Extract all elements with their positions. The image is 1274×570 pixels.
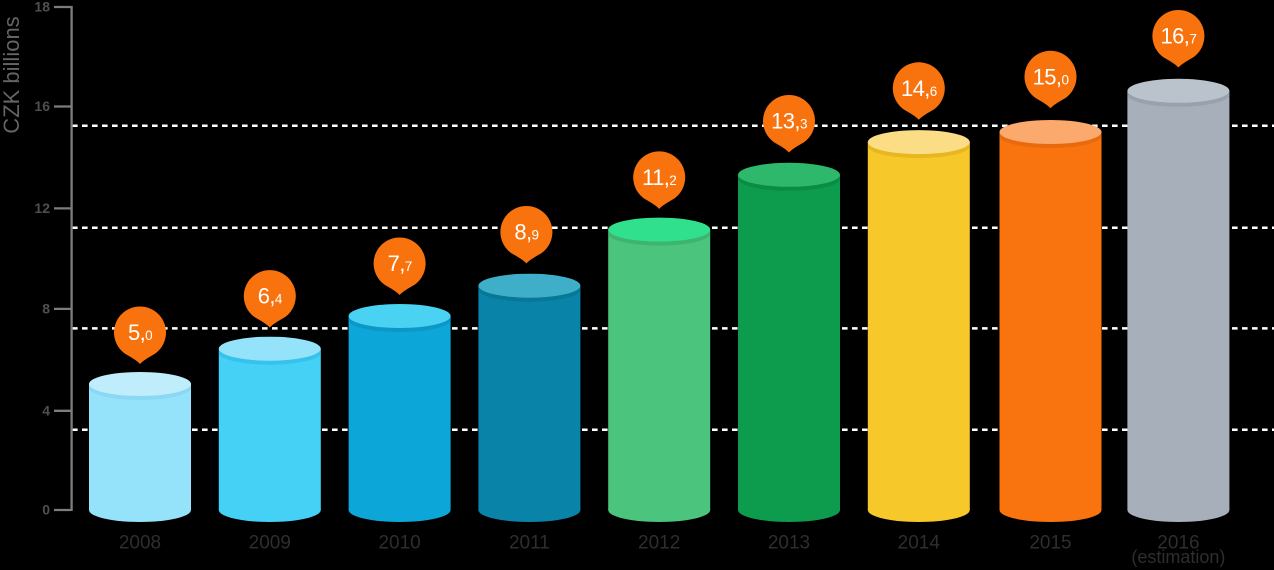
svg-text:2013: 2013 bbox=[768, 533, 810, 554]
svg-text:11,2: 11,2 bbox=[642, 165, 676, 190]
svg-text:(estimation): (estimation) bbox=[1131, 547, 1225, 567]
svg-text:2010: 2010 bbox=[378, 533, 420, 554]
svg-text:18: 18 bbox=[34, 0, 50, 15]
svg-text:16: 16 bbox=[34, 98, 50, 114]
svg-text:2009: 2009 bbox=[249, 533, 291, 554]
svg-text:16,7: 16,7 bbox=[1161, 24, 1197, 49]
svg-text:2011: 2011 bbox=[509, 533, 550, 554]
svg-text:7,7: 7,7 bbox=[388, 251, 412, 276]
svg-text:0: 0 bbox=[42, 502, 50, 518]
svg-text:8,9: 8,9 bbox=[514, 220, 538, 245]
svg-text:15,0: 15,0 bbox=[1033, 64, 1069, 89]
svg-text:13,3: 13,3 bbox=[771, 109, 807, 134]
svg-text:6,4: 6,4 bbox=[258, 284, 283, 309]
svg-text:8: 8 bbox=[42, 301, 50, 317]
svg-text:2016: 2016 bbox=[1157, 533, 1199, 554]
svg-text:2015: 2015 bbox=[1029, 533, 1071, 554]
svg-text:2014: 2014 bbox=[898, 533, 941, 554]
svg-text:2012: 2012 bbox=[638, 533, 680, 554]
svg-text:CZK billions: CZK billions bbox=[0, 16, 24, 133]
svg-text:2008: 2008 bbox=[119, 533, 161, 554]
svg-text:4: 4 bbox=[42, 403, 50, 419]
svg-text:12: 12 bbox=[34, 200, 50, 216]
svg-text:5,0: 5,0 bbox=[128, 320, 152, 345]
svg-text:14,6: 14,6 bbox=[901, 76, 937, 101]
